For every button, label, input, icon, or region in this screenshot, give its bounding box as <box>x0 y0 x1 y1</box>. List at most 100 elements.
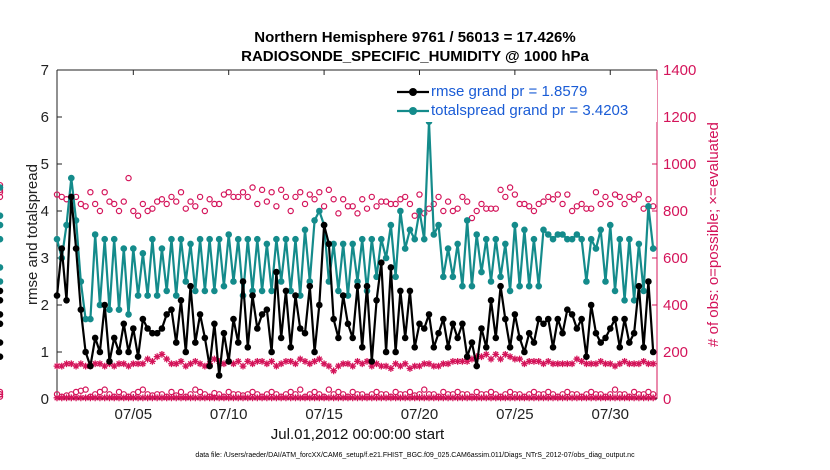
totalspread-point <box>621 297 628 304</box>
rmse-point <box>163 311 170 318</box>
totalspread-point <box>492 235 500 243</box>
data-file-footer: data file: /Users/raeder/DAI/ATM_forcXX/… <box>195 452 635 459</box>
obs-evaluated-point <box>649 360 657 368</box>
obs-evaluated-point <box>411 394 419 402</box>
totalspread-point <box>282 235 290 243</box>
rmse-point <box>544 315 552 323</box>
obs-evaluated-point <box>349 362 357 370</box>
rmse-point <box>635 282 643 290</box>
totalspread-point <box>125 311 132 318</box>
rmse-point <box>597 339 605 346</box>
totalspread-point <box>68 174 75 182</box>
totalspread-point <box>587 235 595 243</box>
obs-possible-point <box>368 193 375 201</box>
totalspread-point <box>101 235 108 243</box>
obs-evaluated-point <box>473 394 481 402</box>
obs-possible-point <box>149 205 156 212</box>
totalspread-point <box>149 235 156 243</box>
obs-evaluated-point <box>72 362 80 370</box>
chart-title-line1: Northern Hemisphere 9761 / 56013 = 17.42… <box>254 29 576 46</box>
rmse-point <box>263 306 271 314</box>
obs-evaluated-point <box>301 394 309 402</box>
obs-evaluated-point <box>497 394 504 402</box>
obs-evaluated-point <box>292 360 299 368</box>
obs-evaluated-point <box>387 365 395 372</box>
legend-swatch-spread <box>397 107 429 115</box>
obs-evaluated-point <box>320 360 328 368</box>
legend: rmse grand pr = 1.8579 totalspread grand… <box>393 80 657 122</box>
rmse-point <box>626 339 633 346</box>
obs-evaluated-point <box>573 355 581 363</box>
obs-evaluated-point <box>67 394 75 402</box>
obs-evaluated-point <box>563 360 571 368</box>
obs-evaluated-point <box>239 394 247 402</box>
rmse-point <box>144 325 151 332</box>
obs-evaluated-point <box>344 394 352 402</box>
obs-evaluated-point <box>435 394 442 402</box>
obs-evaluated-point <box>487 394 495 402</box>
totalspread-point <box>91 231 99 238</box>
obs-evaluated-point <box>482 394 490 402</box>
totalspread-point <box>153 292 161 299</box>
right-tick-label: 200 <box>663 344 688 361</box>
totalspread-point <box>277 278 285 285</box>
totalspread-point <box>616 235 624 243</box>
obs-evaluated-point <box>540 394 547 402</box>
rmse-point <box>511 311 519 318</box>
rmse-point <box>254 325 261 332</box>
obs-evaluated-point <box>320 394 328 402</box>
obs-possible-point <box>602 193 609 201</box>
obs-evaluated-point <box>106 394 113 402</box>
rmse-point <box>316 301 323 309</box>
obs-evaluated-point <box>277 394 285 402</box>
rmse-point <box>444 344 452 351</box>
totalspread-point <box>144 292 151 299</box>
obs-evaluated-point <box>430 394 438 402</box>
rmse-point <box>239 278 247 285</box>
obs-evaluated-point <box>492 350 500 358</box>
obs-evaluated-point <box>449 394 457 402</box>
obs-evaluated-point <box>568 394 576 402</box>
totalspread-point <box>511 221 519 229</box>
obs-evaluated-point <box>373 394 380 402</box>
obs-evaluated-point <box>344 360 352 368</box>
obs-possible-point <box>454 205 461 212</box>
totalspread-point <box>215 235 223 243</box>
obs-evaluated-point <box>506 394 514 402</box>
rmse-point <box>72 245 80 252</box>
obs-possible-point <box>435 193 442 201</box>
obs-evaluated-point <box>606 360 614 368</box>
obs-evaluated-point <box>640 358 648 365</box>
obs-possible-point <box>635 191 643 198</box>
rmse-point <box>397 287 404 295</box>
obs-evaluated-point <box>315 394 323 402</box>
obs-evaluated-point <box>630 394 638 402</box>
obs-evaluated-point <box>220 360 228 368</box>
obs-evaluated-point <box>272 362 280 370</box>
obs-evaluated-point <box>53 394 61 402</box>
obs-evaluated-point <box>244 394 252 402</box>
obs-possible-point <box>554 191 561 198</box>
obs-evaluated-point <box>416 394 423 402</box>
obs-possible-point <box>559 200 566 208</box>
totalspread-point <box>521 226 528 234</box>
obs-evaluated-point <box>602 360 609 368</box>
obs-evaluated-point <box>339 360 347 368</box>
obs-evaluated-point <box>406 365 414 372</box>
obs-evaluated-point <box>201 394 209 402</box>
obs-possible-point <box>115 207 123 215</box>
obs-evaluated-point <box>511 355 519 363</box>
totalspread-point <box>592 245 600 252</box>
obs-evaluated-point <box>597 358 605 365</box>
obs-possible-point <box>349 203 356 210</box>
obs-evaluated-point <box>587 360 595 368</box>
obs-evaluated-point <box>311 358 318 365</box>
obs-evaluated-point <box>387 394 395 402</box>
totalspread-point <box>406 226 414 234</box>
obs-evaluated-point <box>220 394 228 402</box>
totalspread-point <box>273 235 280 243</box>
totalspread-point <box>626 235 633 243</box>
obs-evaluated-point <box>401 360 409 368</box>
obs-evaluated-point <box>110 394 118 402</box>
totalspread-point <box>349 240 357 248</box>
